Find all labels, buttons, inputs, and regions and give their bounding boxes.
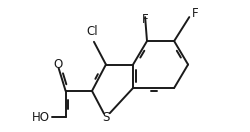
- Text: F: F: [192, 7, 198, 20]
- Text: S: S: [102, 111, 110, 124]
- Text: Cl: Cl: [86, 25, 98, 38]
- Text: F: F: [142, 13, 148, 26]
- Text: HO: HO: [32, 111, 50, 124]
- Text: O: O: [53, 58, 62, 71]
